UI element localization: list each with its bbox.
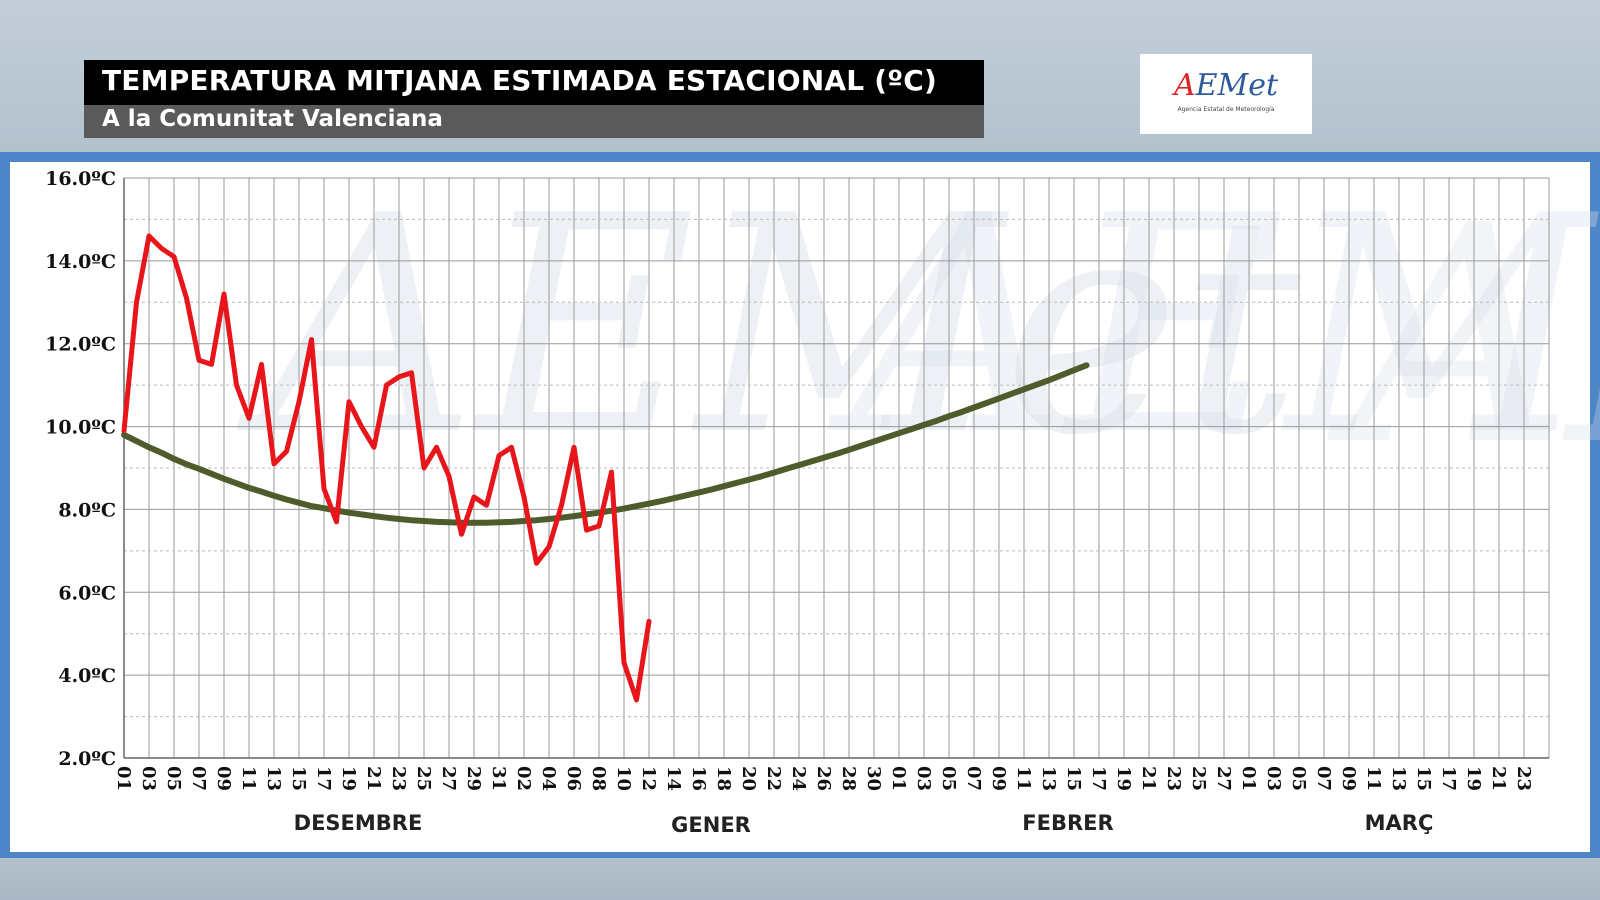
x-tick-label: 22 [763,766,784,791]
x-tick-label: 17 [1088,766,1109,791]
x-tick-label: 21 [1488,766,1509,791]
month-label: DESEMBRE [294,811,423,835]
x-tick-label: 23 [1163,766,1184,791]
x-tick-label: 09 [988,766,1009,791]
x-tick-label: 10 [613,766,634,791]
x-tick-label: 11 [1013,766,1034,791]
title-banner [84,60,984,105]
x-tick-label: 29 [463,766,484,791]
x-tick-label: 03 [138,766,159,791]
x-tick-label: 11 [238,766,259,791]
month-label: GENER [671,813,751,837]
watermark-text-2: AEMet [1327,162,1600,511]
x-tick-label: 27 [438,766,459,791]
x-axis-ticks: 01 03 05 07 09 11 13 15 17 19 21 23 25 27 29 31 02 04 06 08… [113,766,1534,791]
x-tick-label: 20 [738,766,759,791]
x-tick-label: 11 [1363,766,1384,791]
logo-wordmark: AEMet [1173,68,1279,103]
x-tick-label: 19 [1463,766,1484,791]
y-tick-label: 10.0ºC [45,417,116,439]
x-tick-label: 06 [563,766,584,791]
normal-temperature-line [121,362,1090,526]
x-tick-label: 09 [1338,766,1359,791]
month-label: MARÇ [1365,811,1434,835]
subtitle-banner [84,105,984,138]
watermark-text-1: AEMet [827,152,1600,501]
x-tick-label: 04 [538,766,559,791]
x-tick-label: 15 [1413,766,1434,791]
logo-subtitle: Agencia Estatal de Meteorología [1177,106,1275,113]
x-tick-label: 19 [1113,766,1134,791]
x-tick-label: 01 [1238,766,1259,791]
watermark-text-0: AEMet [237,152,1303,501]
x-tick-label: 25 [1188,766,1209,791]
y-tick-label: 14.0ºC [45,251,116,273]
month-label: FEBRER [1022,811,1113,835]
chart-panel [10,162,1590,852]
x-tick-label: 27 [1213,766,1234,791]
x-tick-label: 01 [888,766,909,791]
x-tick-label: 08 [588,766,609,791]
x-tick-label: 05 [163,766,184,791]
aemet-logo: AEMet Agencia Estatal de Meteorología [1140,54,1312,134]
x-tick-label: 14 [663,766,684,791]
footer-background [0,858,1600,900]
y-tick-label: 6.0ºC [58,582,116,604]
x-tick-label: 09 [213,766,234,791]
x-tick-label: 25 [413,766,434,791]
x-tick-label: 13 [1388,766,1409,791]
x-tick-label: 05 [938,766,959,791]
x-tick-label: 17 [1438,766,1459,791]
x-tick-label: 03 [1263,766,1284,791]
page-subtitle: A la Comunitat Valenciana [102,106,443,132]
x-tick-label: 30 [863,766,884,791]
y-tick-label: 16.0ºC [45,168,116,190]
x-tick-label: 15 [1063,766,1084,791]
x-tick-label: 03 [913,766,934,791]
x-tick-label: 21 [363,766,384,791]
x-tick-label: 16 [688,766,709,791]
x-tick-label: 07 [1313,766,1334,791]
month-labels: DESEMBRE GENER FEBRER MARÇ [294,811,1434,837]
x-tick-label: 07 [963,766,984,791]
y-tick-label: 12.0ºC [45,334,116,356]
x-tick-label: 02 [513,766,534,791]
series-lines [121,233,1090,703]
x-tick-label: 05 [1288,766,1309,791]
x-tick-label: 31 [488,766,509,791]
y-tick-label: 8.0ºC [58,499,116,521]
x-tick-label: 28 [838,766,859,791]
x-tick-label: 13 [263,766,284,791]
watermark: AEMetAEMetAEMet [237,152,1600,511]
y-tick-label: 2.0ºC [58,748,116,770]
page-title: TEMPERATURA MITJANA ESTIMADA ESTACIONAL … [102,64,938,97]
y-axis-ticks: 2.0ºC 4.0ºC 6.0ºC 8.0ºC 10.0ºC 12.0ºC 14.0ºC 16… [45,168,116,770]
x-tick-label: 15 [288,766,309,791]
x-tick-label: 12 [638,766,659,791]
observed-temperature-line [121,233,652,703]
x-tick-label: 01 [113,766,134,791]
x-tick-label: 07 [188,766,209,791]
x-tick-label: 18 [713,766,734,791]
y-tick-label: 4.0ºC [58,665,116,687]
x-tick-label: 23 [1513,766,1534,791]
x-tick-label: 19 [338,766,359,791]
x-tick-label: 21 [1138,766,1159,791]
x-tick-label: 13 [1038,766,1059,791]
x-tick-label: 17 [313,766,334,791]
x-tick-label: 24 [788,766,809,791]
x-tick-label: 23 [388,766,409,791]
x-tick-label: 26 [813,766,834,791]
